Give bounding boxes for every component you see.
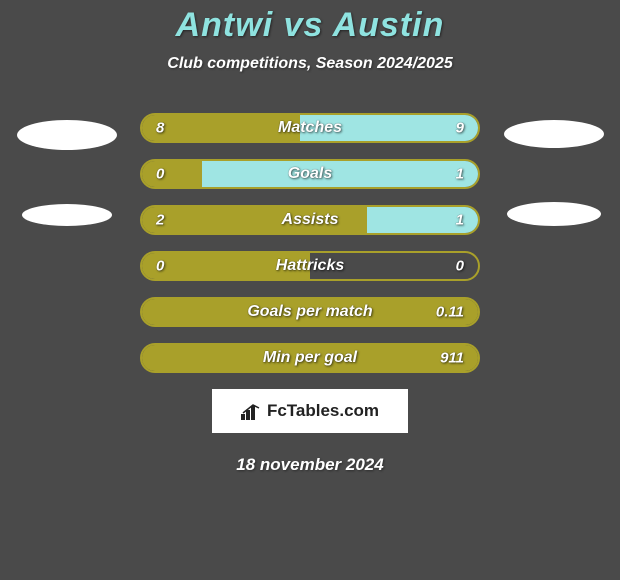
- bar-fill-left: [142, 161, 202, 187]
- stat-bar-goals-per-match: Goals per match 0.11: [140, 297, 480, 327]
- fctables-logo[interactable]: FcTables.com: [212, 389, 408, 433]
- bar-value-right: 911: [440, 350, 464, 367]
- bar-label: Assists: [282, 211, 339, 229]
- chart-icon: [241, 404, 261, 420]
- player-left-column: [10, 120, 123, 226]
- bar-value-left: 0: [156, 258, 164, 275]
- bar-value-right: 0.11: [436, 304, 464, 321]
- stat-bar-assists: 2 Assists 1: [140, 205, 480, 235]
- bar-value-right: 1: [456, 212, 464, 229]
- player-right-column: [497, 120, 610, 226]
- subtitle: Club competitions, Season 2024/2025: [0, 55, 620, 73]
- stat-bar-matches: 8 Matches 9: [140, 113, 480, 143]
- bar-value-right: 9: [456, 120, 464, 137]
- bar-label: Min per goal: [263, 349, 357, 367]
- player-left-shape-2: [22, 204, 112, 226]
- stat-bar-hattricks: 0 Hattricks 0: [140, 251, 480, 281]
- bar-label: Hattricks: [276, 257, 344, 275]
- bar-label: Matches: [278, 119, 342, 137]
- stat-bar-min-per-goal: Min per goal 911: [140, 343, 480, 373]
- page-title: Antwi vs Austin: [0, 6, 620, 45]
- bar-value-right: 1: [456, 166, 464, 183]
- comparison-bars: 8 Matches 9 0 Goals 1 2 Assists 1 0 Hattricks 0 Goal…: [140, 113, 480, 373]
- logo-text: FcTables.com: [267, 401, 379, 420]
- bar-label: Goals per match: [247, 303, 372, 321]
- player-right-shape-1: [504, 120, 604, 148]
- player-left-shape-1: [17, 120, 117, 150]
- bar-value-left: 0: [156, 166, 164, 183]
- bar-label: Goals: [288, 165, 332, 183]
- player-right-shape-2: [507, 202, 601, 226]
- bar-fill-left: [142, 115, 300, 141]
- bar-value-right: 0: [456, 258, 464, 275]
- comparison-card: Antwi vs Austin Club competitions, Seaso…: [0, 0, 620, 580]
- bar-value-left: 2: [156, 212, 164, 229]
- stat-bar-goals: 0 Goals 1: [140, 159, 480, 189]
- date-text: 18 november 2024: [0, 455, 620, 475]
- bar-fill-right: [202, 161, 478, 187]
- bar-value-left: 8: [156, 120, 164, 137]
